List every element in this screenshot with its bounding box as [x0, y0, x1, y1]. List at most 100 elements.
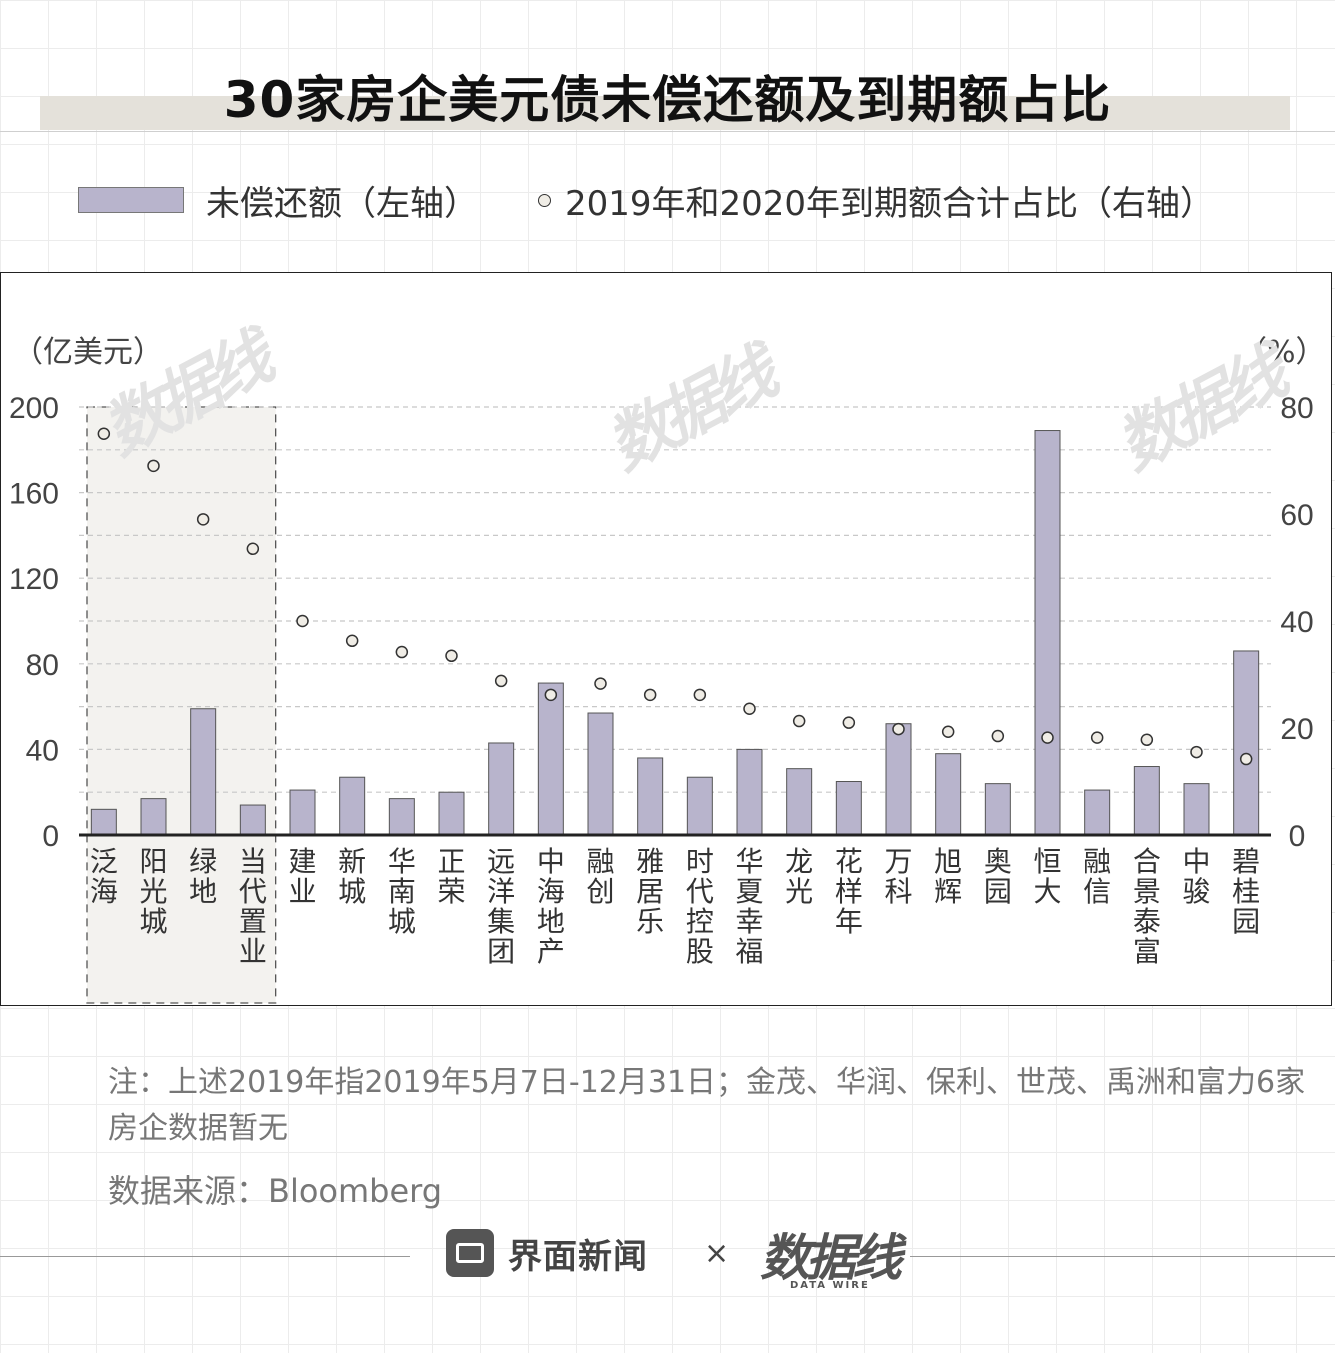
category-label: 华南城	[388, 845, 416, 938]
ratio-point	[494, 674, 508, 688]
ratio-point	[1140, 733, 1154, 747]
ratio-point	[743, 702, 756, 715]
datawire-logo: 数据线 DATA WIRE	[760, 1218, 902, 1291]
data-source: 数据来源：Bloomberg	[108, 1172, 443, 1210]
footer-line-left	[0, 1256, 410, 1257]
chart-title: 30家房企美元债未偿还额及到期额占比	[223, 71, 1112, 129]
bar	[289, 789, 316, 836]
jiemian-brand-text: 界面新闻	[508, 1236, 648, 1277]
ratio-point	[1190, 745, 1203, 759]
bar	[587, 712, 614, 836]
ratio-point	[395, 645, 409, 659]
right-tick-label: 20	[1280, 713, 1313, 746]
category-label: 中骏	[1182, 845, 1210, 908]
category-label: 新城	[338, 845, 366, 908]
left-tick-label: 120	[9, 563, 59, 596]
category-label: 绿地	[189, 845, 217, 908]
left-tick-label: 0	[42, 820, 59, 853]
footer-line-right	[910, 1256, 1335, 1257]
right-tick-label: 80	[1280, 392, 1313, 425]
left-axis-unit: （亿美元）	[13, 335, 163, 370]
ratio-point	[445, 649, 458, 663]
highlight-region	[86, 406, 277, 1004]
ratio-point	[544, 688, 558, 702]
ratio-point	[991, 729, 1005, 743]
title-band	[40, 96, 1290, 130]
datawire-logo-en: DATA WIRE	[790, 1280, 870, 1291]
bar	[935, 753, 962, 836]
bar	[1034, 430, 1061, 836]
category-label: 建业	[288, 845, 316, 908]
left-tick-label: 200	[9, 392, 59, 425]
left-tick-label: 40	[26, 734, 59, 767]
bar	[339, 776, 366, 836]
category-label: 奥园	[984, 845, 1012, 908]
bar	[885, 723, 912, 836]
ratio-point	[196, 513, 210, 526]
category-label: 融创	[586, 845, 614, 908]
category-label: 花样年	[835, 845, 863, 938]
title-divider	[0, 131, 1335, 132]
right-tick-label: 0	[1289, 820, 1306, 853]
category-label: 万科	[884, 845, 912, 908]
category-label: 中海地产	[537, 845, 565, 968]
ratio-point	[792, 714, 806, 728]
ratio-point	[594, 677, 607, 690]
left-tick-label: 160	[9, 478, 59, 511]
jiemian-icon	[446, 1229, 494, 1277]
bar	[786, 768, 813, 836]
bar	[835, 781, 862, 836]
right-tick-label: 40	[1280, 606, 1313, 639]
category-label: 远洋集团	[487, 845, 515, 968]
chart-note: 注：上述2019年指2019年5月7日-12月31日；金茂、华润、保利、世茂、禹…	[108, 1065, 1306, 1146]
ratio-point	[941, 725, 955, 738]
chart-panel: 0 40 80 120 160 200 0 20 40 60 80 泛海 阳光城 绿地 当代置业 建业 新城 华南…	[0, 272, 1332, 1006]
bar	[637, 757, 664, 836]
bar	[90, 808, 117, 836]
ratio-point	[1239, 752, 1253, 766]
jiemian-logo: 界面新闻	[446, 1228, 648, 1278]
bar	[1133, 766, 1160, 836]
bar	[736, 748, 763, 836]
category-label: 合景泰富	[1133, 845, 1161, 968]
category-label: 碧桂园	[1232, 845, 1260, 938]
category-label: 融信	[1083, 845, 1111, 908]
bar	[984, 783, 1011, 836]
ratio-point	[246, 542, 260, 556]
category-label: 华夏幸福	[735, 845, 763, 968]
ratio-point	[97, 427, 111, 440]
bar	[239, 804, 266, 836]
ratio-point	[1090, 731, 1104, 744]
chart-svg: 0 40 80 120 160 200 0 20 40 60 80 泛海阳光城绿地当代置业建业新城华南…	[9, 392, 1314, 1004]
category-label: 龙光	[785, 845, 813, 908]
ratio-point	[147, 459, 160, 473]
legend: 未偿还额（左轴） 2019年和2020年到期额合计占比（右轴）	[78, 172, 1214, 228]
bar	[190, 708, 217, 836]
ratio-point	[345, 634, 359, 648]
category-label: 当代置业	[239, 845, 267, 968]
legend-bar-label: 未偿还额（左轴）	[206, 183, 478, 224]
ratio-point	[892, 722, 905, 736]
category-label: 正荣	[437, 845, 465, 908]
collab-times: ×	[704, 1236, 730, 1271]
category-label: 时代控股	[686, 845, 714, 968]
ratio-point	[842, 716, 856, 729]
ratio-point	[693, 688, 707, 702]
category-label: 旭辉	[934, 845, 962, 908]
ratio-point	[1041, 731, 1054, 744]
category-label: 雅居乐	[636, 845, 664, 938]
datawire-logo-text: 数据线	[760, 1229, 902, 1287]
category-label: 恒大	[1033, 845, 1061, 908]
ratio-point	[296, 614, 309, 628]
bar	[1233, 650, 1260, 836]
category-label: 泛海	[90, 845, 118, 908]
legend-dot-marker	[538, 193, 551, 207]
right-axis-unit: （%）	[1237, 335, 1326, 370]
legend-bar-swatch	[78, 187, 184, 213]
right-tick-label: 60	[1280, 499, 1313, 532]
bar	[1183, 783, 1210, 836]
legend-dot-label: 2019年和2020年到期额合计占比（右轴）	[565, 183, 1215, 224]
category-label: 阳光城	[139, 845, 167, 938]
bar	[438, 791, 465, 836]
bar	[140, 798, 167, 836]
